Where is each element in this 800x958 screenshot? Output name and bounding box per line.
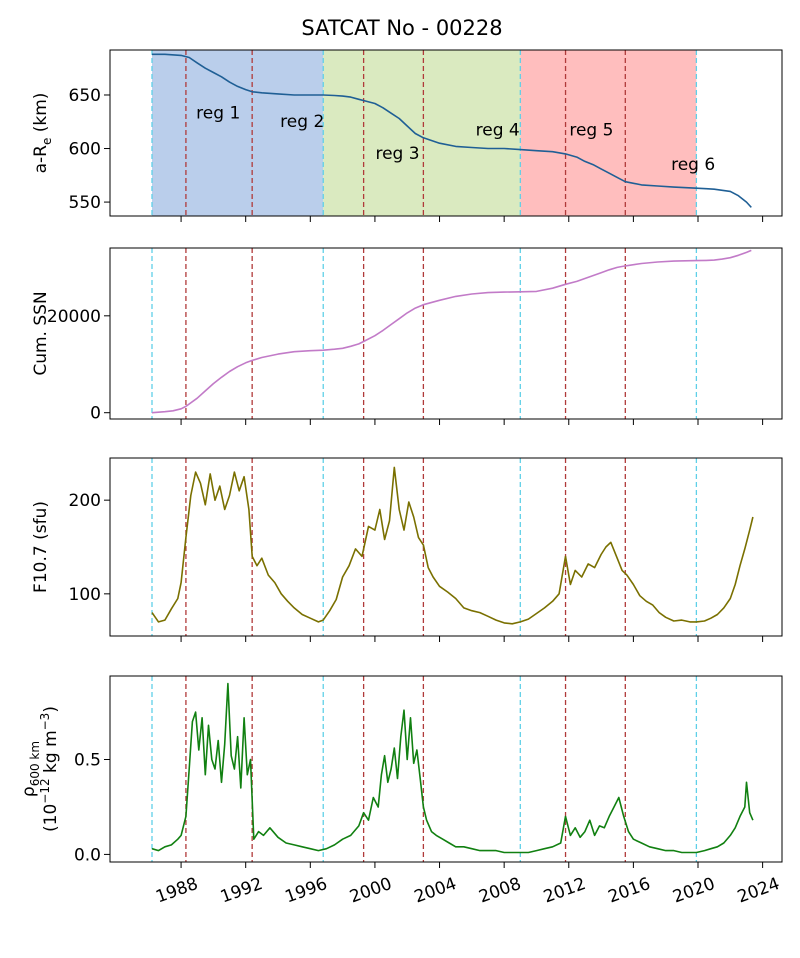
region-label-1: reg 1 [196, 104, 240, 124]
x-tick-label: 1996 [283, 874, 330, 908]
panels: reg 1 reg 2 reg 3 reg 4 reg 5 reg 6 550 600 650 a… [19, 49, 783, 868]
region-label-5: reg 5 [569, 121, 613, 141]
panel-frame [109, 457, 783, 637]
x-tick-label: 2024 [735, 874, 782, 908]
panel-frame [109, 247, 783, 420]
y-tick-label: 650 [69, 86, 101, 106]
series-line-cumulative-ssn [151, 249, 752, 414]
panel-f107: 100 200 F10.7 (sfu) [31, 457, 783, 642]
x-tick-label: 2008 [476, 874, 523, 908]
region-label-6: reg 6 [671, 155, 715, 175]
y-tick-label: 0.0 [74, 845, 101, 865]
y-tick-label: 100 [69, 585, 101, 605]
y-axis-label: Cum. SSN [31, 291, 51, 375]
panel-density: 0.0 0.5 ρ600 km(10−12 kg m−3) [19, 675, 783, 868]
y-tick-label: 0.5 [74, 751, 101, 771]
x-tick-label: 1992 [218, 874, 265, 908]
x-tick-label: 2004 [412, 874, 459, 908]
y-axis-label-line1: ρ600 km [19, 741, 42, 797]
region-label-2: reg 2 [280, 112, 324, 132]
x-tick-label: 2020 [670, 874, 717, 908]
region-label-4: reg 4 [476, 121, 520, 141]
panel-frame [109, 675, 783, 863]
y-tick-label: 600 [69, 140, 101, 160]
x-tick-label: 1988 [153, 874, 200, 908]
series-line-altitude [152, 53, 752, 208]
y-tick-label: 0 [90, 404, 101, 424]
y-tick-label: 20000 [47, 307, 101, 327]
region-shade-1 [152, 50, 324, 216]
x-tick-label: 2016 [606, 874, 653, 908]
region-shade-3 [520, 50, 697, 216]
x-tick-label: 2000 [347, 874, 394, 908]
y-axis-label: F10.7 (sfu) [31, 501, 51, 593]
series-line-density [151, 682, 754, 854]
panel-frame [109, 49, 783, 217]
y-tick-label: 200 [69, 491, 101, 511]
x-axis: 1988 1992 1996 2000 2004 2008 2012 2016 2020 2024 [153, 874, 782, 908]
region-shade-2 [323, 50, 521, 216]
x-tick-label: 2012 [541, 874, 588, 908]
y-axis-label: a-Re (km) [31, 93, 54, 174]
chart-title: SATCAT No - 00228 [301, 16, 502, 40]
series-line-f107 [151, 466, 754, 625]
y-tick-label: 550 [69, 193, 101, 213]
region-label-3: reg 3 [375, 144, 419, 164]
panel-altitude: reg 1 reg 2 reg 3 reg 4 reg 5 reg 6 550 600 650 a… [31, 49, 783, 222]
y-axis-label-line2: (10−12 kg m−3) [38, 706, 61, 832]
